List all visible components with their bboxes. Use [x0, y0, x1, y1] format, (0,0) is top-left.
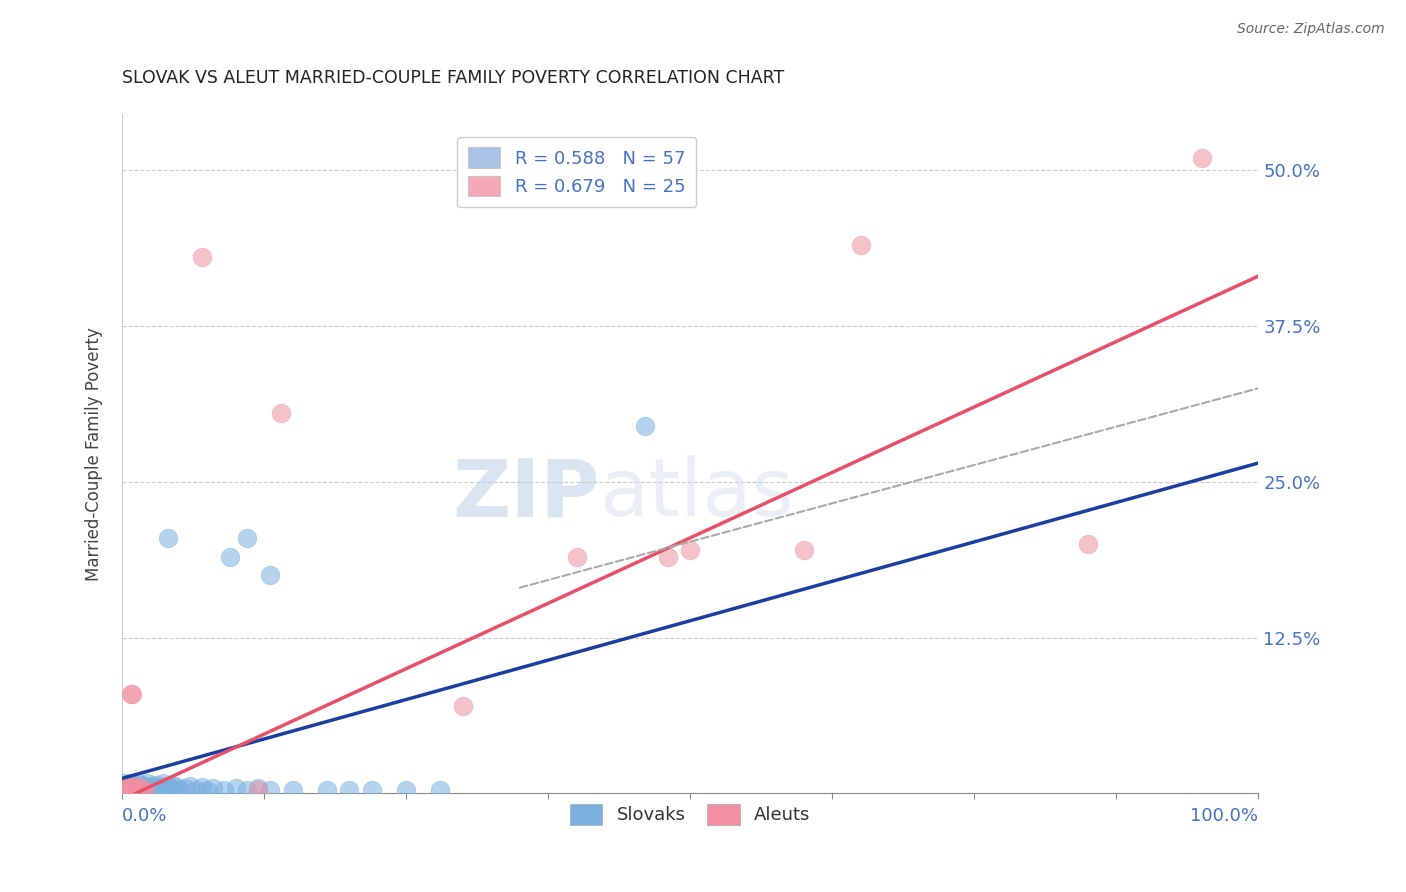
Point: [167, 782, 190, 797]
Point: [145, 778, 167, 792]
Point: [451, 699, 474, 714]
Point: [121, 779, 143, 793]
Point: [657, 549, 679, 564]
Point: [112, 782, 135, 797]
Point: [112, 780, 135, 794]
Point: [118, 780, 141, 794]
Point: [156, 531, 179, 545]
Point: [201, 781, 224, 796]
Point: [214, 782, 236, 797]
Point: [184, 782, 207, 797]
Point: [142, 781, 165, 796]
Point: [236, 782, 259, 797]
Point: [114, 781, 136, 796]
Point: [337, 782, 360, 797]
Point: [195, 782, 218, 797]
Point: [131, 781, 153, 796]
Point: [118, 780, 141, 794]
Point: [120, 687, 142, 701]
Point: [125, 782, 148, 797]
Point: [125, 782, 148, 797]
Point: [118, 776, 141, 790]
Point: [429, 782, 451, 797]
Point: [219, 549, 242, 564]
Text: 100.0%: 100.0%: [1191, 807, 1258, 825]
Point: [118, 782, 141, 797]
Point: [236, 531, 259, 545]
Point: [120, 782, 142, 797]
Point: [152, 776, 174, 790]
Point: [247, 781, 270, 796]
Text: atlas: atlas: [599, 456, 794, 533]
Text: SLOVAK VS ALEUT MARRIED-COUPLE FAMILY POVERTY CORRELATION CHART: SLOVAK VS ALEUT MARRIED-COUPLE FAMILY PO…: [122, 69, 785, 87]
Point: [1191, 151, 1213, 165]
Point: [259, 568, 281, 582]
Point: [634, 418, 657, 433]
Point: [159, 781, 181, 796]
Point: [173, 781, 195, 796]
Point: [141, 779, 163, 793]
Point: [124, 780, 146, 794]
Point: [127, 776, 149, 790]
Point: [270, 406, 292, 420]
Point: [125, 780, 148, 794]
Point: [281, 782, 304, 797]
Point: [247, 782, 270, 797]
Point: [132, 782, 155, 797]
Point: [156, 779, 179, 793]
Point: [115, 779, 138, 793]
Point: [114, 782, 136, 797]
Point: [117, 782, 139, 797]
Point: [131, 778, 153, 792]
Point: [166, 780, 188, 794]
Point: [361, 782, 384, 797]
Point: [134, 782, 156, 797]
Point: [565, 549, 588, 564]
Text: ZIP: ZIP: [453, 456, 599, 533]
Point: [1077, 537, 1099, 551]
Point: [136, 776, 159, 790]
Point: [128, 780, 150, 794]
Point: [179, 779, 201, 793]
Point: [124, 778, 146, 792]
Point: [134, 780, 156, 794]
Text: 0.0%: 0.0%: [122, 807, 167, 825]
Text: Source: ZipAtlas.com: Source: ZipAtlas.com: [1237, 22, 1385, 37]
Point: [131, 782, 153, 797]
Point: [138, 782, 160, 797]
Point: [129, 779, 152, 793]
Point: [149, 780, 172, 794]
Point: [155, 782, 177, 797]
Point: [849, 238, 872, 252]
Point: [679, 543, 702, 558]
Point: [225, 781, 247, 796]
Point: [259, 782, 281, 797]
Legend: Slovaks, Aleuts: Slovaks, Aleuts: [562, 797, 818, 832]
Point: [122, 782, 145, 797]
Point: [395, 782, 418, 797]
Y-axis label: Married-Couple Family Poverty: Married-Couple Family Poverty: [86, 326, 103, 581]
Point: [117, 780, 139, 794]
Point: [160, 778, 183, 792]
Point: [128, 782, 150, 797]
Point: [121, 687, 143, 701]
Point: [112, 776, 135, 790]
Point: [148, 782, 170, 797]
Point: [190, 251, 212, 265]
Point: [122, 781, 145, 796]
Point: [793, 543, 815, 558]
Point: [163, 782, 186, 797]
Point: [112, 780, 135, 794]
Point: [190, 780, 212, 794]
Point: [315, 782, 337, 797]
